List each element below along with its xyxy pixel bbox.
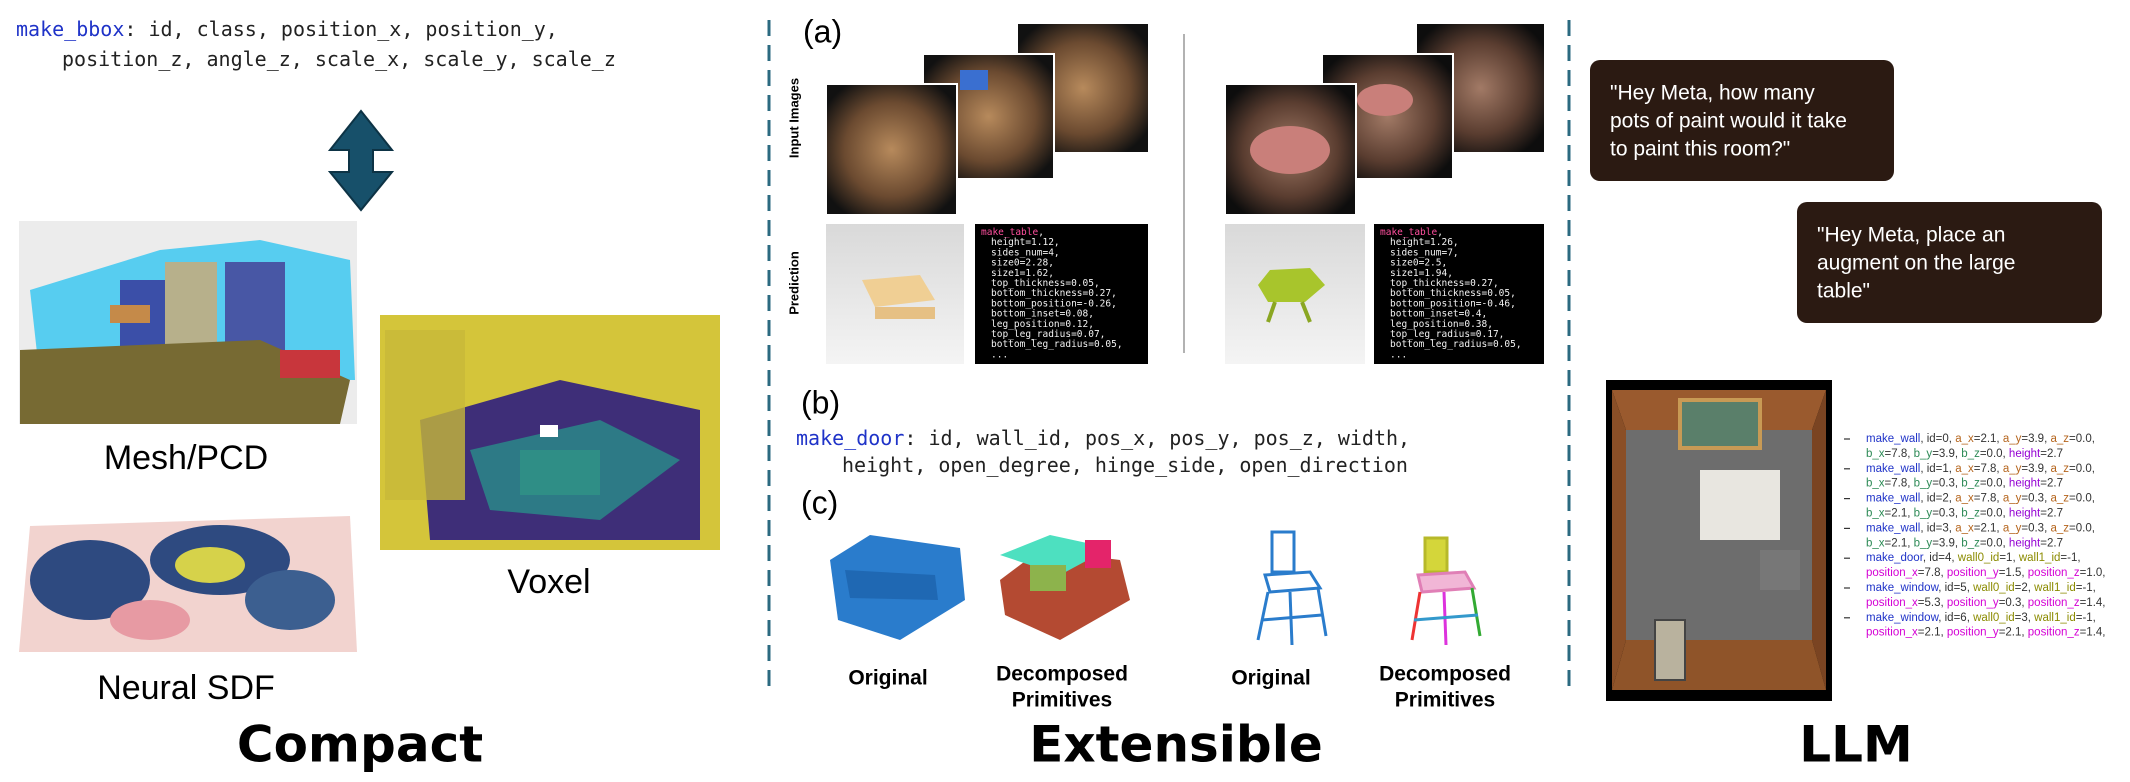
- command-line: b_x=7.8, b_y=0.3, b_z=0.0, height=2.7: [1866, 478, 2063, 490]
- code-line: bottom_leg_radius=0.05,: [991, 339, 1123, 350]
- bbox-code: make_bbox: id, class, position_x, positi…: [16, 17, 558, 41]
- code-line: make_table,: [1380, 227, 1443, 238]
- column-title: LLM: [1799, 716, 1912, 774]
- input-images: [825, 24, 1544, 216]
- code-line: height=1.26,: [1390, 237, 1459, 248]
- chat-line: "Hey Meta, how many: [1610, 82, 1815, 105]
- row-label: Input Images: [786, 78, 801, 158]
- code-line: top_thickness=0.27,: [1390, 278, 1499, 289]
- code-line: size0=2.5,: [1390, 257, 1447, 268]
- code-line: bottom_position=-0.46,: [1390, 298, 1516, 309]
- command-line: make_window, id=5, wall0_id=2, wall1_id=…: [1866, 582, 2096, 594]
- command-line: position_x=5.3, position_y=0.3, position…: [1866, 597, 2105, 609]
- code-line: bottom_inset=0.08,: [991, 308, 1094, 319]
- row-label: Prediction: [786, 251, 801, 315]
- command-line: make_window, id=6, wall0_id=3, wall1_id=…: [1866, 612, 2096, 624]
- code-line: sides_num=4,: [991, 247, 1060, 258]
- caption: Original: [848, 667, 927, 690]
- code-line: sides_num=7,: [1390, 247, 1459, 258]
- command-line: position_x=7.8, position_y=1.5, position…: [1866, 567, 2105, 579]
- command-line: b_x=7.8, b_y=3.9, b_z=0.0, height=2.7: [1866, 448, 2063, 460]
- mesh-label: Mesh/PCD: [104, 439, 268, 477]
- code-line: top_thickness=0.05,: [991, 278, 1100, 289]
- room-image: [1606, 380, 1832, 701]
- command-line: b_x=2.1, b_y=0.3, b_z=0.0, height=2.7: [1866, 508, 2063, 520]
- command-line: make_door, id=4, wall0_id=1, wall1_id=-1…: [1866, 552, 2081, 564]
- command-list: make_wall, id=0, a_x=2.1, a_y=3.9, a_z=0…: [1844, 433, 2105, 639]
- command-line: make_wall, id=0, a_x=2.1, a_y=3.9, a_z=0…: [1866, 433, 2095, 445]
- code-line: top_leg_radius=0.17,: [1390, 329, 1504, 340]
- panel-label: (c): [801, 484, 838, 520]
- code-line: top_leg_radius=0.07,: [991, 329, 1105, 340]
- column-title: Compact: [237, 716, 483, 774]
- command-line: make_wall, id=3, a_x=2.1, a_y=0.3, a_z=0…: [1866, 522, 2095, 534]
- captions: Original Decomposed Primitives Original Deco…: [848, 663, 1511, 712]
- panel-label: (a): [803, 13, 842, 49]
- code-line: ...: [991, 349, 1008, 360]
- code-line: bottom_thickness=0.27,: [991, 288, 1117, 299]
- prediction-code: make_table,height=1.26,sides_num=7,size0…: [1380, 227, 1522, 360]
- chat-line: "Hey Meta, place an: [1817, 224, 2005, 247]
- code-line: size1=1.62,: [991, 267, 1054, 278]
- code-line: ...: [1390, 349, 1407, 360]
- chat-line: table": [1817, 280, 1870, 303]
- caption: Primitives: [1395, 689, 1495, 712]
- chat-line: to paint this room?": [1610, 138, 1790, 161]
- voxel-label: Voxel: [507, 563, 590, 601]
- command-line: b_x=2.1, b_y=3.9, b_z=0.0, height=2.7: [1866, 537, 2063, 549]
- bbox-code: position_z, angle_z, scale_x, scale_y, s…: [62, 47, 616, 71]
- prediction-code: make_table,height=1.12,sides_num=4,size0…: [981, 227, 1123, 360]
- door-code: height, open_degree, hinge_side, open_di…: [842, 453, 1408, 477]
- caption: Decomposed: [996, 663, 1128, 686]
- primitive-images: [830, 530, 1482, 646]
- code-line: height=1.12,: [991, 237, 1060, 248]
- panel-label: (b): [801, 384, 840, 420]
- caption: Primitives: [1012, 689, 1112, 712]
- code-line: leg_position=0.12,: [991, 318, 1094, 329]
- command-line: make_wall, id=1, a_x=7.8, a_y=3.9, a_z=0…: [1866, 463, 2095, 475]
- voxel-image: [380, 315, 720, 550]
- chat-bubble: [1797, 202, 2102, 323]
- chat-bubble: [1590, 60, 1894, 181]
- code-line: make_table,: [981, 227, 1044, 238]
- command-line: make_wall, id=2, a_x=7.8, a_y=0.3, a_z=0…: [1866, 493, 2095, 505]
- column-title: Extensible: [1029, 716, 1323, 774]
- code-line: size1=1.94,: [1390, 267, 1453, 278]
- command-line: position_x=2.1, position_y=2.1, position…: [1866, 627, 2105, 639]
- sdf-image: [19, 516, 357, 652]
- sdf-label: Neural SDF: [97, 669, 275, 707]
- chat-line: augment on the large: [1817, 252, 2015, 275]
- code-line: bottom_thickness=0.05,: [1390, 288, 1516, 299]
- code-line: bottom_leg_radius=0.05,: [1390, 339, 1522, 350]
- code-line: leg_position=0.38,: [1390, 318, 1493, 329]
- door-code: make_door: id, wall_id, pos_x, pos_y, po…: [796, 426, 1410, 450]
- code-line: bottom_position=-0.26,: [991, 298, 1117, 309]
- chat-text: "Hey Meta, how many pots of paint would i…: [1610, 82, 2015, 303]
- double-arrow: [327, 109, 395, 212]
- prediction-renders: [826, 224, 1544, 364]
- mesh-image: [19, 221, 357, 424]
- code-line: bottom_inset=0.4,: [1390, 308, 1487, 319]
- code-line: size0=2.28,: [991, 257, 1054, 268]
- caption: Original: [1231, 667, 1310, 690]
- caption: Decomposed: [1379, 663, 1511, 686]
- chat-line: pots of paint would it take: [1610, 110, 1847, 133]
